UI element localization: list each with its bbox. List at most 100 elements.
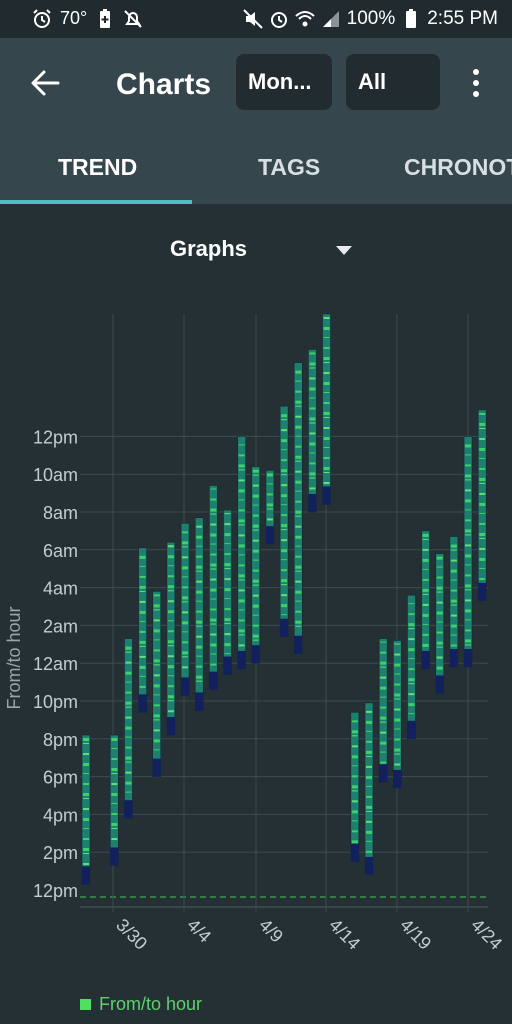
sleep-bar-stripe [281,419,288,421]
sleep-bar-stripe [252,624,259,627]
sleep-bar-stripe [83,853,89,855]
sleep-bar-stripe [450,614,457,617]
sleep-bar-stripe [366,755,372,757]
sleep-bar-stripe [125,651,132,653]
sleep-bar-stripe [139,600,146,603]
sleep-bar-stripe [380,661,387,665]
sleep-bar-stripe [153,649,160,652]
sleep-bar-stripe [295,380,302,382]
sleep-bar-stripe [323,467,330,470]
sleep-bar-stripe [139,630,146,633]
sleep-bar-stripe [139,585,146,589]
dropdown-caret-icon[interactable] [336,246,352,256]
sleep-bar-end [407,720,416,739]
sleep-bar-stripe [479,547,486,550]
sleep-bar-stripe [281,524,288,528]
sleep-bar-stripe [309,462,316,465]
tab-tags[interactable]: TAGS [258,154,321,180]
sleep-bar-stripe [139,685,146,688]
sleep-bar-stripe [167,590,174,592]
sleep-bar-stripe [139,565,146,567]
sleep-bar-stripe [351,745,358,748]
sleep-bar-stripe [210,653,217,655]
sleep-bar-stripe [125,726,132,730]
sleep-bar-stripe [479,577,486,580]
sleep-bar-stripe [238,519,245,523]
sleep-bar-stripe [295,400,302,404]
sleep-bar-stripe [436,556,443,560]
sleep-bar-stripe [153,609,160,611]
sleep-bar-stripe [281,594,288,597]
more-options-icon[interactable] [470,68,482,98]
tab-trend[interactable]: TREND [58,154,138,180]
sleep-bar-stripe [380,751,387,753]
period-dropdown[interactable]: Mon... [236,54,332,110]
mute-icon [242,9,263,29]
sleep-bar-stripe [224,563,231,567]
sleep-bar-stripe [153,739,160,743]
sleep-bar-end [449,648,458,667]
sleep-bar-stripe [252,604,259,608]
sleep-bar-stripe [422,613,429,617]
sleep-bar-stripe [366,830,372,834]
tab-chronotype[interactable]: CHRONOT [404,154,512,180]
sleep-bar-stripe [238,444,245,446]
sleep-bar-end [308,494,317,512]
sleep-bar-end [166,717,175,736]
sleep-bar-stripe [479,537,486,539]
sleep-bar-stripe [153,704,160,707]
sleep-bar-stripe [238,544,245,548]
battery-percent: 100% [346,8,396,29]
sleep-bar-stripe [366,750,372,754]
sleep-bar-stripe [380,731,387,734]
sleep-bar-stripe [479,412,486,415]
sleep-bar-stripe [295,580,302,583]
sleep-bar-stripe [281,449,288,451]
sleep-bar-stripe [210,618,217,622]
sleep-bar-stripe [281,429,288,432]
sleep-bar-stripe [182,531,189,534]
sleep-bar-stripe [295,490,302,492]
sleep-bar-stripe [196,600,203,602]
sleep-bar-stripe [153,719,160,721]
sleep-bar-stripe [153,604,160,608]
sleep-bar-stripe [139,655,146,658]
alarm-clock-icon [270,12,287,28]
sleep-bar-stripe [196,680,203,682]
sleep-bar-stripe [351,840,358,844]
sleep-bar-stripe [210,533,217,537]
sleep-bar-stripe [196,620,203,624]
sleep-bar [110,734,119,866]
sleep-bar-stripe [153,664,160,666]
x-tick-label: 4/19 [396,915,435,954]
sleep-bar-stripe [153,674,160,677]
sleep-bar-stripe [83,838,89,841]
filter-dropdown[interactable]: All [346,54,440,110]
sleep-bar-stripe [351,830,358,833]
sleep-bar-stripe [408,703,415,707]
y-tick-label: 2pm [43,843,78,863]
view-selector[interactable]: Graphs [170,236,248,261]
sleep-bar-stripe [479,482,486,484]
sleep-bar-stripe [479,567,486,569]
sleep-bar-stripe [182,611,189,614]
sleep-bar-stripe [422,533,429,537]
sleep-bar-stripe [125,761,132,763]
back-arrow-icon[interactable] [28,66,62,100]
sleep-bar-stripe [210,488,217,490]
sleep-bar-end [265,526,274,545]
sleep-bar-stripe [408,613,415,616]
chart-legend: From/to hour [80,994,202,1015]
sleep-bar-stripe [309,362,316,366]
sleep-bar-stripe [295,625,302,627]
y-tick-label: 10am [33,465,78,485]
sleep-bar-stripe [465,444,472,448]
sleep-bar-stripe [238,629,245,633]
y-tick-label: 12pm [33,427,78,447]
sleep-bar-stripe [167,695,174,699]
sleep-bar-stripe [465,599,472,602]
sleep-bar-stripe [182,631,189,633]
sleep-bar-stripe [167,685,174,688]
sleep-bar [393,640,402,789]
sleep-bar-stripe [465,619,472,621]
